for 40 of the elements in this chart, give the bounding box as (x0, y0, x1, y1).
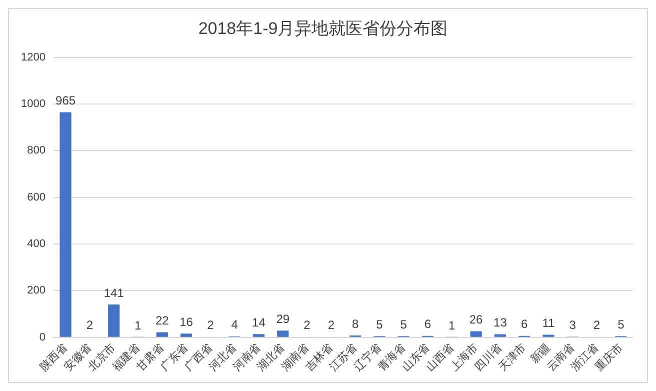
data-label: 13 (494, 316, 508, 330)
data-label: 26 (469, 312, 484, 327)
data-label: 2 (328, 318, 335, 332)
bar (156, 332, 168, 337)
data-label: 22 (155, 314, 170, 328)
data-label: 5 (376, 317, 384, 332)
data-label: 3 (569, 318, 576, 332)
data-label: 29 (276, 312, 290, 326)
y-tick-label: 1000 (20, 98, 46, 110)
data-label: 6 (424, 317, 432, 332)
data-label: 2 (593, 318, 600, 332)
data-label: 5 (618, 317, 625, 332)
bar (60, 112, 72, 337)
data-label: 1 (448, 318, 456, 332)
data-label: 2 (304, 318, 311, 332)
chart-title: 2018年1-9月异地就医省份分布图 (198, 18, 448, 38)
y-tick-label: 400 (27, 238, 46, 250)
bar (252, 334, 265, 337)
data-label: 8 (352, 316, 359, 331)
data-label: 5 (400, 317, 408, 332)
data-label: 4 (231, 318, 238, 332)
data-label: 14 (252, 315, 266, 330)
data-label: 1 (134, 318, 142, 332)
y-tick-label: 800 (27, 144, 46, 157)
data-label: 16 (180, 314, 194, 329)
y-tick-label: 1200 (20, 51, 46, 64)
bar (494, 334, 506, 337)
data-label: 965 (56, 94, 76, 108)
y-tick-label: 200 (27, 284, 46, 297)
bar (108, 304, 120, 337)
data-label: 11 (542, 316, 556, 330)
bar (470, 331, 482, 337)
bar (180, 334, 192, 337)
data-label: 2 (86, 318, 94, 332)
y-tick-label: 0 (39, 331, 46, 344)
bar (277, 330, 289, 337)
data-label: 6 (520, 317, 528, 332)
y-tick-label: 600 (27, 191, 46, 204)
data-label: 141 (104, 286, 124, 300)
data-label: 2 (207, 318, 214, 332)
